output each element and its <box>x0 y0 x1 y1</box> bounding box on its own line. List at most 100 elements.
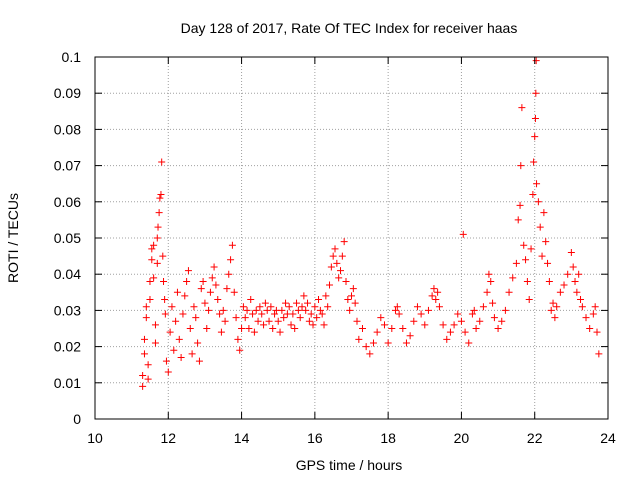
data-point <box>243 306 251 314</box>
y-tick-labels: 0 0.01 0.02 0.03 0.04 0.05 0.06 0.07 0.08 0.09 0.1 <box>54 49 81 427</box>
data-point <box>318 310 326 318</box>
data-point <box>148 245 156 253</box>
data-point <box>490 314 498 322</box>
data-point <box>142 314 150 322</box>
data-point <box>514 216 522 224</box>
data-point <box>144 361 152 369</box>
data-point <box>210 263 218 271</box>
data-point <box>549 299 557 307</box>
data-point <box>532 57 540 65</box>
data-point <box>212 281 220 289</box>
data-point <box>247 296 255 304</box>
data-point <box>489 299 497 307</box>
data-point <box>205 306 213 314</box>
data-point <box>512 259 520 267</box>
data-point <box>358 325 366 332</box>
data-point <box>476 317 484 325</box>
data-point <box>485 270 493 278</box>
data-point <box>151 321 159 329</box>
data-point <box>181 292 189 300</box>
data-point <box>531 115 539 123</box>
x-tick-label: 18 <box>380 430 396 446</box>
data-point <box>197 285 205 293</box>
data-point <box>395 310 403 318</box>
data-point <box>551 314 559 322</box>
data-point <box>307 310 315 318</box>
data-point <box>362 343 370 351</box>
data-point <box>276 328 284 336</box>
data-point <box>269 325 277 332</box>
x-tick-label: 20 <box>454 430 470 446</box>
y-tick-label: 0.02 <box>54 339 81 355</box>
data-point <box>316 306 324 314</box>
data-point <box>265 317 273 325</box>
data-point <box>172 317 180 325</box>
data-point <box>373 328 381 336</box>
data-point <box>532 89 540 97</box>
data-point <box>340 238 348 246</box>
data-point <box>254 317 262 325</box>
data-point <box>177 353 185 361</box>
data-point <box>166 328 174 336</box>
data-point <box>591 303 599 311</box>
data-point <box>348 292 355 300</box>
data-point <box>589 310 597 318</box>
data-point <box>150 241 158 249</box>
data-point <box>228 241 236 249</box>
data-point <box>223 285 231 293</box>
data-point <box>366 350 374 358</box>
data-point <box>241 314 249 322</box>
y-tick-label: 0.04 <box>54 266 81 282</box>
data-point <box>457 317 465 325</box>
data-point <box>291 325 299 332</box>
data-point <box>573 288 581 296</box>
data-point <box>470 306 478 314</box>
data-point <box>459 230 467 238</box>
data-point <box>384 339 392 347</box>
data-point <box>214 296 222 304</box>
data-point <box>144 375 152 383</box>
data-point <box>545 277 553 285</box>
data-point <box>300 292 308 300</box>
data-point <box>164 368 172 376</box>
data-point <box>151 339 159 347</box>
x-tick-label: 10 <box>87 430 103 446</box>
data-point <box>184 267 192 275</box>
data-point <box>234 335 242 343</box>
data-point <box>160 277 168 285</box>
data-point <box>346 306 354 314</box>
data-point <box>225 270 233 278</box>
plot-frame <box>94 56 609 420</box>
data-point <box>544 259 552 267</box>
data-point <box>153 259 161 267</box>
data-point <box>278 306 286 314</box>
data-point <box>342 277 350 285</box>
data-point <box>483 288 491 296</box>
data-point <box>577 296 585 304</box>
data-point <box>158 158 166 166</box>
x-tick-label: 12 <box>160 430 176 446</box>
data-point <box>487 277 495 285</box>
data-point <box>406 332 414 340</box>
data-point <box>170 346 178 354</box>
data-point <box>430 285 438 293</box>
data-point <box>525 296 533 304</box>
data-point <box>208 274 216 282</box>
data-point <box>517 162 525 170</box>
data-point <box>424 306 432 314</box>
data-point <box>154 223 162 231</box>
data-point <box>399 325 407 332</box>
data-point <box>547 306 555 314</box>
data-point <box>534 198 542 206</box>
data-point <box>186 325 194 332</box>
data-point <box>252 306 260 314</box>
chart-title: Day 128 of 2017, Rate Of TEC Index for r… <box>181 20 518 36</box>
data-point <box>388 325 396 332</box>
data-point <box>201 299 209 307</box>
data-point <box>260 321 268 329</box>
data-point <box>417 310 425 318</box>
data-point <box>293 299 301 307</box>
y-axis-label: ROTI / TECUs <box>5 193 21 283</box>
data-point <box>155 209 163 217</box>
